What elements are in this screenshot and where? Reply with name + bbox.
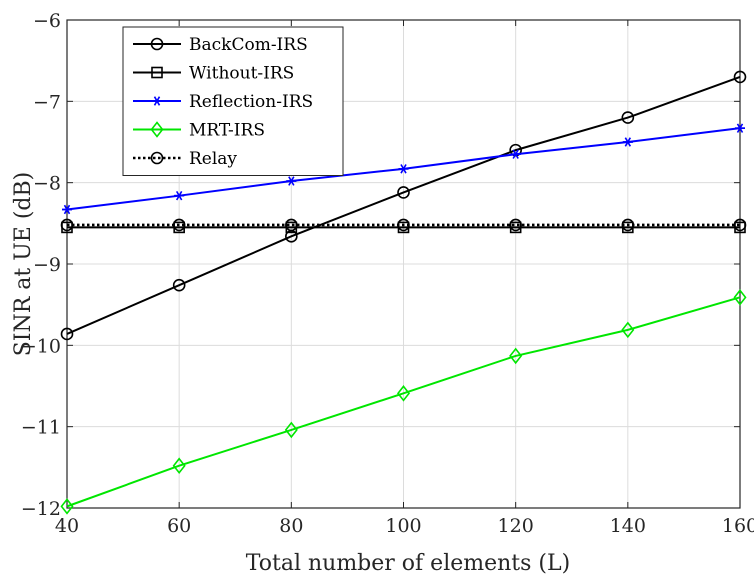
series-lines [60,70,747,515]
data-point [174,190,185,201]
data-point [621,321,635,339]
data-point [151,66,163,79]
y-tick-label: −12 [21,498,61,520]
data-point [150,121,164,138]
legend-entry: Without-IRS [133,64,294,84]
data-point [285,218,298,232]
series-mrt-irs [60,289,747,515]
legend-label: Relay [189,149,237,169]
x-tick-label: 80 [279,515,303,537]
y-tick-label: −11 [21,417,61,439]
data-point [397,186,410,199]
data-point [172,218,186,232]
y-tick-label: −10 [21,335,61,357]
legend-entry: MRT-IRS [133,121,265,141]
data-point [509,218,522,232]
y-tick-label: −6 [33,10,61,32]
series-relay [60,218,747,232]
legend-box [122,26,344,176]
x-tick-label: 160 [722,515,754,537]
data-point [62,204,72,215]
y-axis-label: SINR at UE (dB) [11,172,36,357]
data-point [286,176,297,186]
data-point [509,347,523,365]
data-point [733,218,747,232]
data-point [733,70,747,84]
data-point [621,218,635,232]
data-point [150,151,164,165]
data-point [172,457,186,475]
x-tick-label: 100 [385,515,421,537]
legend-entry: Reflection-IRS [133,92,313,112]
series-reflection-irs [62,123,745,215]
data-point [733,289,747,306]
data-point [735,123,745,133]
data-point [152,96,162,106]
x-tick-label: 60 [167,515,191,537]
legend: BackCom-IRS Without-IRS Reflection-IRS MRT-… [122,26,344,176]
data-point [398,164,409,174]
x-tick-label: 40 [55,515,79,537]
series-mrt-irs-line [66,296,741,508]
data-point [150,37,164,51]
legend-label: Without-IRS [189,64,294,84]
data-point [397,218,410,232]
x-tick-label: 120 [498,515,534,537]
series-backcom-irs-line [66,75,741,335]
data-point [510,149,521,159]
data-point [396,385,411,402]
data-point [621,111,635,124]
y-tick-label: −8 [33,173,61,195]
axes: 40 60 80 100 120 140 160 −6 −7 −8 −9 −10 −11 −12 [21,10,754,537]
x-tick-label: 140 [610,515,646,537]
y-tick-label: −7 [33,91,61,113]
legend-label: BackCom-IRS [189,35,308,55]
data-point [622,137,633,147]
y-tick-label: −9 [33,254,61,276]
data-point [60,218,74,232]
legend-label: MRT-IRS [189,121,265,141]
legend-label: Reflection-IRS [189,92,313,112]
data-point [172,278,186,292]
x-axis-label: Total number of elements (L) [246,551,570,576]
data-point [284,421,298,439]
legend-entry: BackCom-IRS [133,35,308,55]
legend-entry: Relay [133,149,237,169]
data-point [60,327,74,341]
data-point [60,498,74,515]
